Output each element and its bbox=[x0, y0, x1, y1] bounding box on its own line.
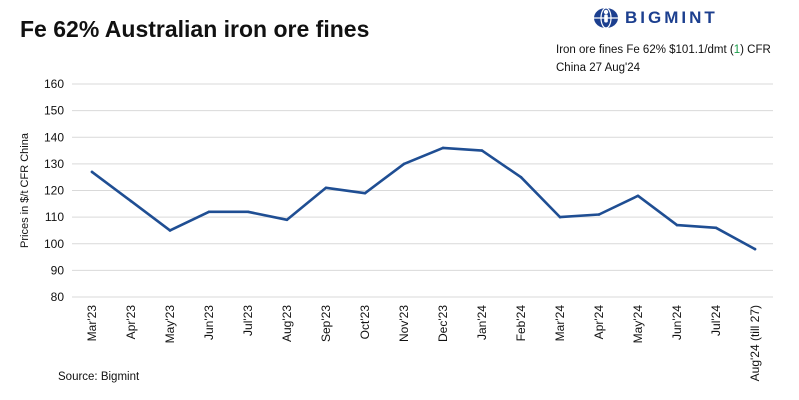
series-line bbox=[90, 146, 757, 251]
y-tick-label: 150 bbox=[44, 104, 64, 118]
data-point bbox=[324, 186, 328, 190]
data-point bbox=[480, 149, 484, 152]
subtitle-highlight: 1 bbox=[733, 44, 741, 56]
brand-name: BIGMINT bbox=[625, 8, 718, 27]
data-point bbox=[558, 215, 562, 219]
source-note: Source: Bigmint bbox=[58, 371, 140, 383]
data-point bbox=[636, 194, 640, 198]
x-tick-label: Aug'24 (till 27) bbox=[748, 305, 762, 381]
x-tick-label: Mar'23 bbox=[85, 305, 99, 342]
x-tick-label: Jun'23 bbox=[202, 305, 216, 340]
globe-person-icon bbox=[594, 7, 618, 29]
x-tick-label: Dec'23 bbox=[436, 305, 450, 342]
x-tick-label: Sep'23 bbox=[319, 305, 333, 342]
data-point bbox=[597, 213, 601, 216]
data-point bbox=[363, 191, 367, 195]
x-tick-label: Feb'24 bbox=[514, 305, 528, 342]
data-point bbox=[168, 229, 172, 232]
chart-subtitle: Iron ore fines Fe 62% $101.1/dmt (1) CFR… bbox=[556, 41, 791, 77]
chart-title: Fe 62% Australian iron ore fines bbox=[20, 16, 370, 42]
x-tick-label: Nov'23 bbox=[397, 305, 411, 342]
data-point bbox=[441, 146, 445, 150]
data-point bbox=[207, 210, 211, 214]
data-point bbox=[402, 162, 406, 166]
x-tick-label: Jun'24 bbox=[670, 305, 684, 340]
subtitle-text: Iron ore fines Fe 62% $101.1/dmt ( bbox=[556, 44, 734, 56]
x-tick-label: May'24 bbox=[631, 305, 645, 344]
subtitle-text-end: ) CFR China 27 Aug'24 bbox=[556, 44, 771, 74]
brand-logo: BIGMINT bbox=[593, 7, 718, 29]
x-tick-label: Oct'23 bbox=[358, 305, 372, 340]
x-tick-label: May'23 bbox=[163, 305, 177, 344]
y-tick-label: 80 bbox=[51, 290, 65, 304]
data-point bbox=[519, 175, 523, 179]
data-point bbox=[285, 218, 289, 222]
x-tick-label: Jul'23 bbox=[241, 305, 255, 336]
y-tick-label: 140 bbox=[44, 130, 64, 144]
x-tick-label: Jan'24 bbox=[475, 305, 489, 340]
y-tick-label: 90 bbox=[51, 263, 65, 277]
x-tick-label: Apr'24 bbox=[592, 305, 606, 340]
y-tick-label: 120 bbox=[44, 184, 64, 198]
y-tick-label: 130 bbox=[44, 157, 64, 171]
y-axis-label: Prices in $/t CFR China bbox=[19, 132, 31, 248]
x-tick-label: Apr'23 bbox=[124, 305, 138, 340]
x-tick-label: Mar'24 bbox=[553, 305, 567, 342]
data-point bbox=[129, 199, 133, 203]
y-tick-label: 110 bbox=[45, 210, 64, 224]
grid-lines bbox=[72, 83, 773, 298]
y-tick-label: 100 bbox=[44, 237, 64, 251]
data-point bbox=[675, 223, 679, 227]
data-point bbox=[714, 226, 718, 230]
data-point bbox=[90, 170, 94, 174]
data-point bbox=[753, 247, 757, 251]
x-axis-ticks: Mar'23 Apr'23 May'23 Jun'23 Jul'23 Aug'23 Sep'… bbox=[85, 305, 762, 382]
series-group bbox=[90, 146, 757, 251]
x-tick-label: Jul'24 bbox=[709, 305, 723, 336]
y-axis-ticks: 80 90 100 110 120 130 140 150 160 bbox=[44, 77, 64, 304]
x-tick-label: Aug'23 bbox=[280, 305, 294, 342]
y-tick-label: 160 bbox=[44, 77, 64, 91]
data-point bbox=[246, 210, 250, 214]
